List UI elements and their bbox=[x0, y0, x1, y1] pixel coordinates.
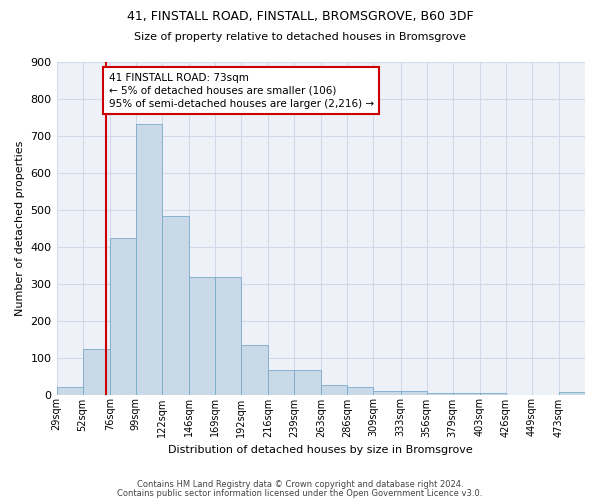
Text: 41, FINSTALL ROAD, FINSTALL, BROMSGROVE, B60 3DF: 41, FINSTALL ROAD, FINSTALL, BROMSGROVE,… bbox=[127, 10, 473, 23]
Bar bbox=[268, 370, 294, 394]
Text: 41 FINSTALL ROAD: 73sqm
← 5% of detached houses are smaller (106)
95% of semi-de: 41 FINSTALL ROAD: 73sqm ← 5% of detached… bbox=[109, 72, 374, 109]
Text: Contains public sector information licensed under the Open Government Licence v3: Contains public sector information licen… bbox=[118, 489, 482, 498]
Text: Contains HM Land Registry data © Crown copyright and database right 2024.: Contains HM Land Registry data © Crown c… bbox=[137, 480, 463, 489]
Bar bbox=[189, 277, 215, 394]
Bar bbox=[347, 387, 373, 394]
Bar bbox=[373, 391, 401, 394]
Y-axis label: Number of detached properties: Number of detached properties bbox=[15, 140, 25, 316]
X-axis label: Distribution of detached houses by size in Bromsgrove: Distribution of detached houses by size … bbox=[169, 445, 473, 455]
Text: Size of property relative to detached houses in Bromsgrove: Size of property relative to detached ho… bbox=[134, 32, 466, 42]
Bar bbox=[110, 238, 136, 394]
Bar bbox=[427, 392, 452, 394]
Bar bbox=[56, 387, 83, 394]
Bar bbox=[559, 392, 585, 394]
Bar bbox=[241, 346, 268, 395]
Bar bbox=[215, 277, 241, 394]
Bar bbox=[452, 392, 480, 394]
Bar bbox=[294, 370, 322, 394]
Bar bbox=[136, 124, 162, 394]
Bar bbox=[480, 392, 506, 394]
Bar bbox=[401, 391, 427, 394]
Bar bbox=[83, 350, 110, 395]
Bar bbox=[162, 216, 189, 394]
Bar bbox=[322, 386, 347, 394]
